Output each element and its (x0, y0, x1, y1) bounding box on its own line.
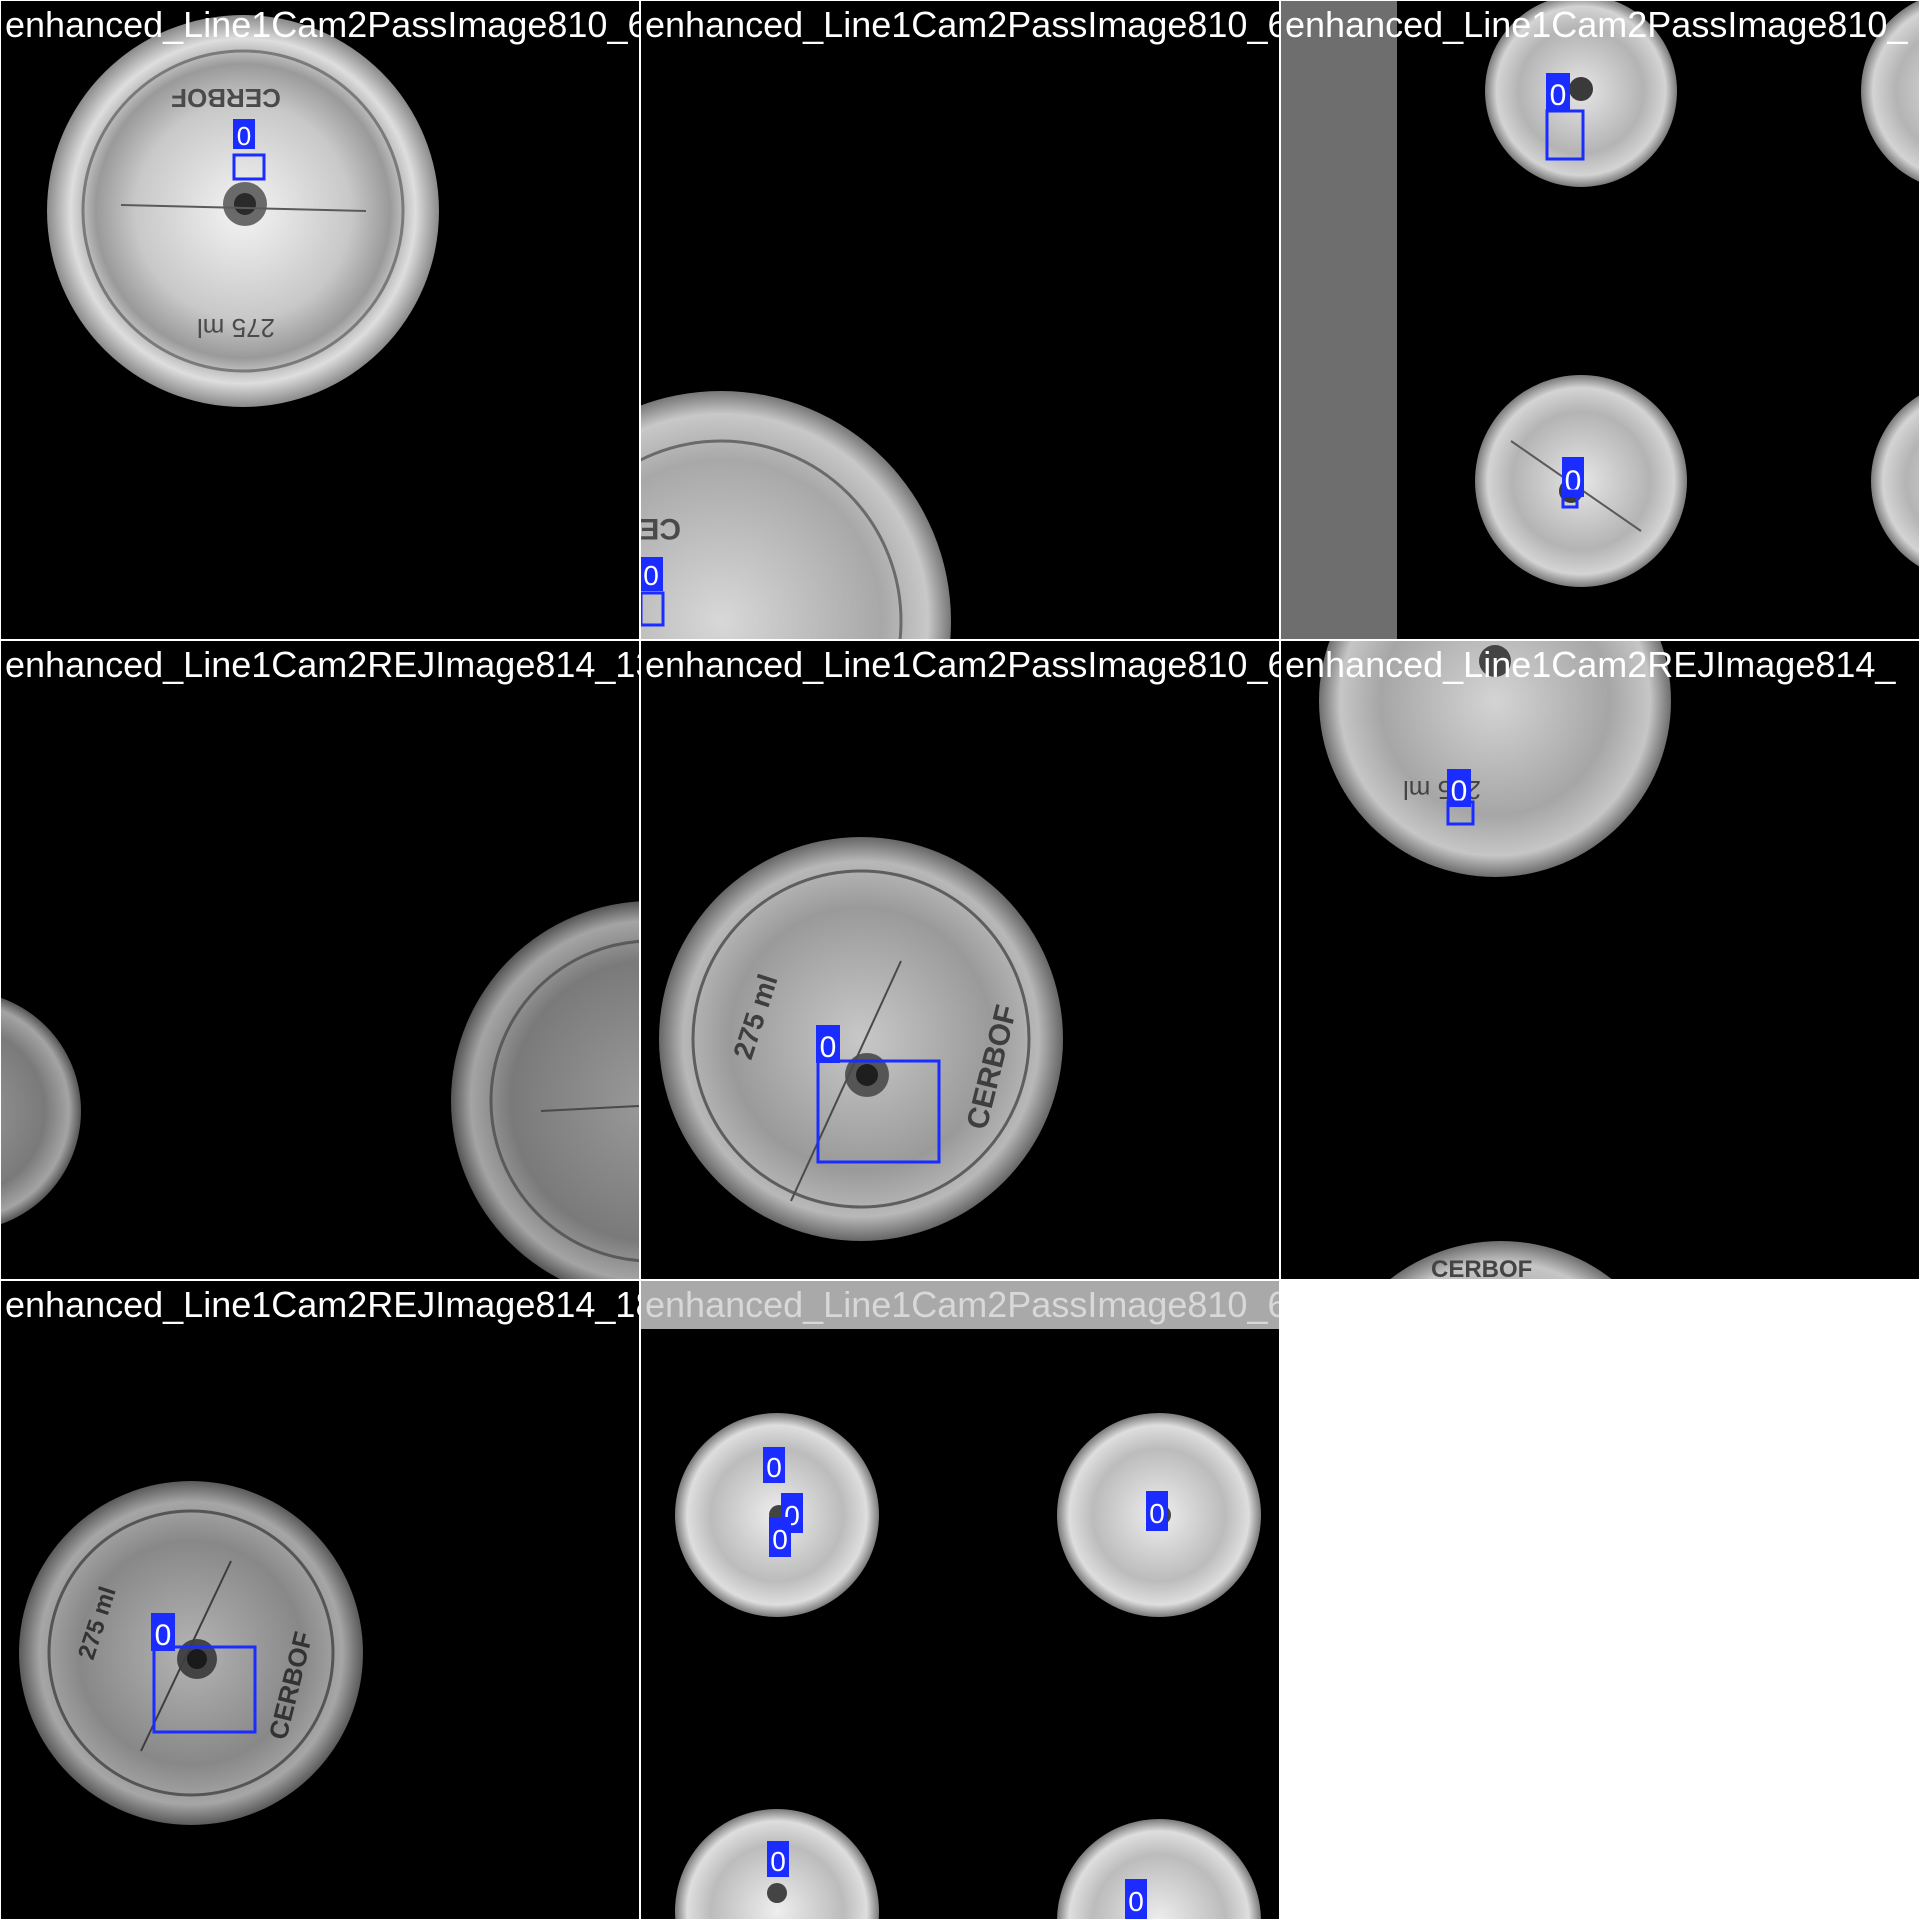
cap-brand-text: CERBOF (641, 512, 681, 545)
grid-tile-6[interactable]: 275 ml CERBOF 0 enhanced_Line1Cam2REJIma… (1281, 641, 1919, 1279)
detection-box[interactable] (641, 591, 665, 627)
detection-label: 0 (1550, 79, 1567, 112)
detection-label: 0 (1451, 775, 1468, 808)
grid-tile-2[interactable]: CERBOF 0 enhanced_Line1Cam2PassImage810_… (641, 1, 1279, 639)
bottle-cap (1319, 641, 1671, 877)
grid-tile-5[interactable]: 275 ml CERBOF 0 enhanced_Line1Cam2PassIm… (641, 641, 1279, 1279)
cap-brand-text: CERBOF (171, 83, 281, 113)
detection-label: 0 (155, 1619, 172, 1652)
grid-tile-7[interactable]: 275 ml CERBOF 0 enhanced_Line1Cam2REJIma… (1, 1281, 639, 1919)
grid-tile-1[interactable]: CERBOF 275 ml 0 enhanced_Line1Cam2PassIm… (1, 1, 639, 639)
cap-image (1, 901, 639, 1279)
detection-label: 0 (1128, 1886, 1144, 1917)
detection-label-bg (1125, 1879, 1147, 1919)
padding-strip (1281, 1, 1397, 639)
detection-box[interactable] (1545, 109, 1585, 161)
detection-box[interactable] (152, 1645, 257, 1734)
grid-tile-4[interactable]: enhanced_Line1Cam2REJImage814_133_29510 (1, 641, 639, 1279)
detection-label-bg (641, 557, 663, 591)
bottle-cap (1390, 1241, 1612, 1279)
detection-label-bg (1562, 457, 1584, 497)
detection-label-bg (769, 1517, 791, 1557)
tile-caption: enhanced_Line1Cam2REJImage814_18_36423 (5, 1284, 639, 1325)
tile-caption: enhanced_Line1Cam2REJImage814_ (1285, 644, 1896, 685)
tile-caption: enhanced_Line1Cam2PassImage810_644_24633 (645, 1284, 1279, 1325)
tile-caption: enhanced_Line1Cam2PassImage810_ (1285, 4, 1908, 45)
cap-image: 275 ml CERBOF 0 (19, 1481, 363, 1825)
bottle-cap (451, 901, 639, 1279)
detection-label-bg (763, 1447, 785, 1483)
tile-caption: enhanced_Line1Cam2PassImage810_643_13997 (5, 4, 639, 45)
cap-image: 275 ml CERBOF 0 (659, 837, 1063, 1241)
bottle-cap (1, 997, 81, 1225)
bottle-cap (659, 837, 1063, 1241)
empty-grid-cell (1281, 1281, 1919, 1919)
grid-tile-8[interactable]: 0 0 0 0 0 0 enhanced_Line1Cam2PassImage8… (641, 1281, 1279, 1919)
tile-caption: enhanced_Line1Cam2PassImage810_644_10341 (645, 4, 1279, 45)
detection-label: 0 (772, 1524, 788, 1555)
grid-tile-3[interactable]: 0 0 enhanced_Line1Cam2PassImage810_ (1281, 1, 1919, 639)
detection-label: 0 (1149, 1498, 1165, 1529)
detection-label: 0 (237, 121, 251, 151)
detection-box[interactable] (1446, 800, 1475, 826)
detection-label: 0 (820, 1031, 837, 1064)
cap-image: 0 0 0 0 0 0 (675, 1413, 1261, 1919)
detection-label-bg (151, 1613, 175, 1651)
cap-image: CERBOF 0 (641, 391, 951, 639)
tile-caption: enhanced_Line1Cam2PassImage810_644_476 (645, 644, 1279, 685)
detection-label: 0 (770, 1846, 786, 1877)
detection-label-bg (1546, 73, 1570, 111)
cap-volume-text: 275 ml (197, 313, 275, 343)
detection-label: 0 (1565, 465, 1582, 498)
detection-label-bg (233, 119, 255, 149)
bottle-cap (641, 391, 951, 639)
detection-box[interactable] (816, 1059, 941, 1164)
tile-caption: enhanced_Line1Cam2REJImage814_133_29510 (5, 644, 639, 685)
cap-image: 0 0 (1475, 1, 1919, 587)
cap-brand-text: CERBOF (1431, 1256, 1532, 1279)
bottle-cap (1057, 1819, 1261, 1919)
detection-label-bg (1146, 1491, 1168, 1531)
cap-image: CERBOF 275 ml 0 (47, 15, 439, 407)
detection-label-bg (767, 1841, 789, 1877)
detection-box[interactable] (1561, 489, 1579, 509)
detection-box[interactable] (232, 153, 266, 181)
detection-label-bg (816, 1025, 840, 1063)
detection-label: 0 (643, 560, 659, 591)
detection-label: 0 (766, 1452, 782, 1483)
cap-image: 275 ml CERBOF 0 (1319, 641, 1671, 1279)
caption-band (641, 1281, 1279, 1329)
